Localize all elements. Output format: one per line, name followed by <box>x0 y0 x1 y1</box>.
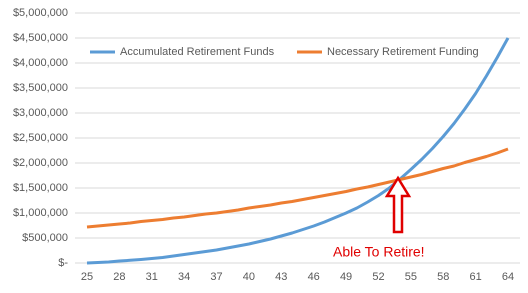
y-tick-label: $500,000 <box>22 232 68 244</box>
legend-label: Necessary Retirement Funding <box>327 46 479 58</box>
y-tick-label: $4,500,000 <box>13 32 68 44</box>
x-tick-label: 55 <box>405 271 417 283</box>
y-tick-label: $1,500,000 <box>13 182 68 194</box>
x-tick-label: 49 <box>340 271 352 283</box>
x-tick-label: 64 <box>502 271 514 283</box>
y-tick-label: $3,000,000 <box>13 107 68 119</box>
x-tick-label: 46 <box>308 271 320 283</box>
y-tick-label: $- <box>58 257 68 269</box>
series-line <box>86 37 510 265</box>
x-tick-label: 40 <box>243 271 255 283</box>
legend-label: Accumulated Retirement Funds <box>120 46 275 58</box>
x-tick-label: 61 <box>469 271 481 283</box>
x-tick-label: 31 <box>146 271 158 283</box>
y-tick-label: $4,000,000 <box>13 57 68 69</box>
y-tick-label: $5,000,000 <box>13 7 68 19</box>
y-tick-label: $3,500,000 <box>13 82 68 94</box>
x-tick-label: 28 <box>113 271 125 283</box>
x-tick-label: 37 <box>210 271 222 283</box>
y-tick-label: $2,500,000 <box>13 132 68 144</box>
arrow <box>384 175 412 234</box>
y-tick-label: $2,000,000 <box>13 157 68 169</box>
series-line <box>86 147 509 229</box>
x-tick-label: 52 <box>372 271 384 283</box>
y-tick-label: $1,000,000 <box>13 207 68 219</box>
x-tick-label: 58 <box>437 271 449 283</box>
annotation: Able To Retire! <box>333 244 425 260</box>
x-tick-label: 25 <box>81 271 93 283</box>
x-tick-label: 43 <box>275 271 287 283</box>
x-tick-label: 34 <box>178 271 190 283</box>
